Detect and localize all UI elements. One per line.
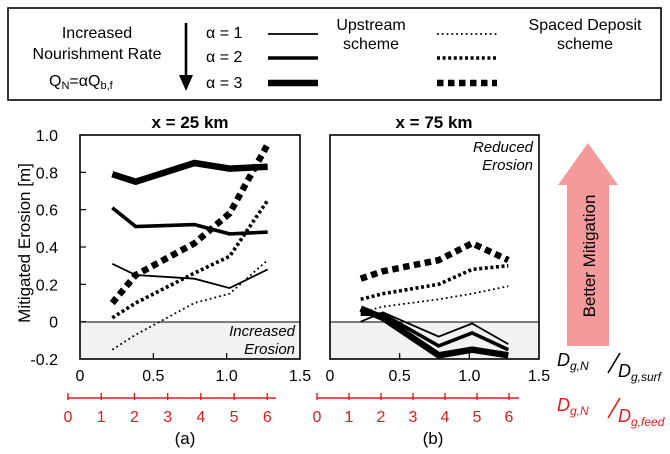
panel-b-reduced-label-line2: Erosion <box>482 157 533 174</box>
series-line-upstream-alpha-1 <box>111 262 269 290</box>
x-tick-label: 0 <box>76 368 85 385</box>
secondary-tick-label: 5 <box>473 409 482 426</box>
legend-increase-arrow-head <box>179 75 193 91</box>
series-line-upstream-alpha-3 <box>359 305 509 359</box>
y-tick-label: 1.0 <box>36 128 58 145</box>
series-line-spaced-alpha-3 <box>359 239 510 282</box>
secondary-tick-label: 1 <box>97 409 106 426</box>
svg-text:Dg,N: Dg,N <box>557 395 589 418</box>
legend-alpha-3-label: α = 3 <box>206 75 242 92</box>
secondary-tick-label: 6 <box>505 409 514 426</box>
svg-text:Dg,N: Dg,N <box>557 350 589 373</box>
legend-upstream-label-line1: Upstream <box>336 17 405 34</box>
secondary-tick-label: 5 <box>230 409 239 426</box>
panel-a-x-ticks: 0 0.5 1.0 1.5 <box>76 353 311 385</box>
legend-spaced-label-line1: Spaced Deposit <box>529 17 643 34</box>
svg-text:Dg,feed: Dg,feed <box>618 406 665 429</box>
y-tick-label: 0.2 <box>36 277 58 294</box>
panel-b-reduced-label-line1: Reduced <box>473 139 534 156</box>
secondary-tick-label: 2 <box>130 409 139 426</box>
y-tick-label: 0.4 <box>36 240 58 257</box>
panel-a-series <box>109 142 271 351</box>
x-tick-label: 0.5 <box>142 368 164 385</box>
series-line-upstream-alpha-3 <box>111 159 268 186</box>
legend-rate-title-line1: Increased <box>62 25 132 42</box>
secondary-tick-label: 3 <box>163 409 172 426</box>
panel-a-y-ticks: -0.2 0 0.2 0.4 0.6 0.8 1.0 <box>30 128 86 369</box>
secondary-tick-label: 0 <box>313 409 322 426</box>
legend-spaced-label-line2: scheme <box>557 36 613 53</box>
panel-a-title: x = 25 km <box>151 113 228 132</box>
legend-alpha-2-label: α = 2 <box>206 49 242 66</box>
red-axis-ratio-label: Dg,N Dg,feed <box>557 395 665 429</box>
y-tick-label: 0.8 <box>36 165 58 182</box>
better-mitigation-label: Better Mitigation <box>580 195 599 318</box>
x-tick-label: 1.0 <box>216 368 238 385</box>
secondary-tick-label: 3 <box>409 409 418 426</box>
x-tick-label: 1.0 <box>458 368 480 385</box>
y-tick-label: 0.6 <box>36 203 58 220</box>
series-line-spaced-alpha-2 <box>111 199 270 320</box>
svg-text:Dg,surf: Dg,surf <box>618 361 663 384</box>
legend-rate-title-line2: Nourishment Rate <box>33 46 162 63</box>
x-tick-label: 0.5 <box>389 368 411 385</box>
panel-b-title: x = 75 km <box>395 113 472 132</box>
panel-b-frame <box>329 134 540 360</box>
better-mitigation-arrow-shaft <box>567 183 609 346</box>
panel-a-shaded-label-line1: Increased <box>229 323 296 340</box>
secondary-tick-label: 4 <box>441 409 450 426</box>
secondary-tick-label: 0 <box>64 409 73 426</box>
x-tick-label: 1.5 <box>289 368 311 385</box>
y-tick-label: 0 <box>49 315 58 332</box>
legend: Increased Nourishment Rate QN=αQb,f α = … <box>7 7 662 101</box>
legend-frame <box>7 7 662 101</box>
series-line-spaced-alpha-1 <box>360 285 509 314</box>
secondary-tick-label: 4 <box>196 409 205 426</box>
legend-alpha-1-label: α = 1 <box>206 25 242 42</box>
panel-b-x-ticks: 0 0.5 1.0 1.5 <box>326 353 550 385</box>
series-line-upstream-alpha-2 <box>111 206 268 236</box>
better-mitigation-arrow: Better Mitigation <box>558 143 618 346</box>
secondary-tick-label: 1 <box>345 409 354 426</box>
secondary-tick-label: 2 <box>377 409 386 426</box>
panel-a-shaded-region <box>80 322 300 359</box>
panel-a-shaded-label-line2: Erosion <box>244 341 295 358</box>
panel-b-series <box>359 239 510 359</box>
secondary-tick-label: 6 <box>263 409 272 426</box>
legend-formula: QN=αQb,f <box>49 73 114 92</box>
x-tick-label: 0 <box>326 368 335 385</box>
legend-upstream-label-line2: scheme <box>343 36 399 53</box>
x-tick-label: 1.5 <box>528 368 550 385</box>
panel-b-letter: (b) <box>423 429 444 448</box>
panel-a: x = 25 km Increased Erosion -0.2 0 0.2 0.4 0… <box>30 113 311 448</box>
series-line-spaced-alpha-2 <box>360 263 509 302</box>
y-axis-label: Mitigated Erosion [m] <box>15 163 34 323</box>
panel-b-secondary-axis: 0 1 2 3 4 5 6 <box>313 393 519 426</box>
series-line-spaced-alpha-3 <box>109 142 271 306</box>
y-tick-label: -0.2 <box>30 352 58 369</box>
panel-b: x = 75 km Reduced Erosion 0 0.5 1.0 1.5 0 1 2… <box>313 113 551 448</box>
panel-a-secondary-axis: 0 1 2 3 4 5 6 <box>64 393 276 426</box>
better-mitigation-arrow-head <box>558 143 618 185</box>
panel-a-letter: (a) <box>175 429 196 448</box>
black-axis-ratio-label: Dg,N Dg,surf <box>557 350 663 384</box>
